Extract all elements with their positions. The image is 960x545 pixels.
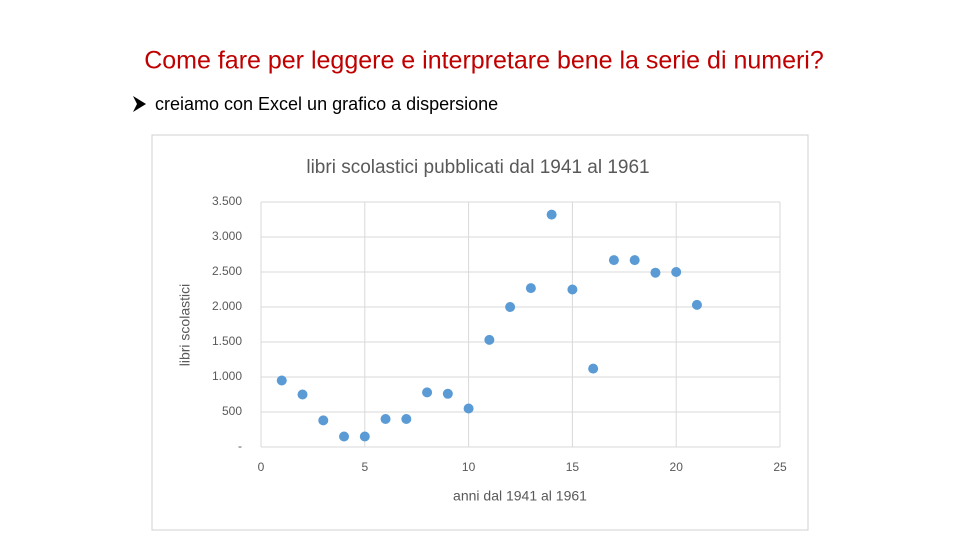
data-point bbox=[650, 267, 661, 278]
chart-frame bbox=[151, 134, 809, 531]
x-tick-label: 0 bbox=[258, 460, 265, 474]
y-tick-label: 1.500 bbox=[212, 334, 242, 348]
y-tick-label: 3.500 bbox=[212, 194, 242, 208]
data-point bbox=[588, 363, 599, 374]
y-axis-label: libri scolastici bbox=[177, 284, 193, 366]
x-tick-label: 5 bbox=[361, 460, 368, 474]
y-tick-label: - bbox=[238, 439, 242, 453]
data-point bbox=[567, 284, 578, 295]
data-point bbox=[691, 299, 702, 310]
data-point bbox=[422, 387, 433, 398]
x-axis-label: anni dal 1941 al 1961 bbox=[453, 488, 587, 504]
y-tick-label: 1.000 bbox=[212, 369, 242, 383]
data-point bbox=[608, 255, 619, 266]
chart-title: libri scolastici pubblicati dal 1941 al … bbox=[306, 157, 649, 178]
data-point bbox=[484, 334, 495, 345]
data-point bbox=[276, 375, 287, 386]
x-tick-label: 15 bbox=[566, 460, 580, 474]
y-tick-label: 2.000 bbox=[212, 299, 242, 313]
bullet-text: creiamo con Excel un grafico a dispersio… bbox=[155, 94, 498, 114]
x-tick-label: 20 bbox=[670, 460, 684, 474]
data-point bbox=[401, 414, 412, 424]
data-point bbox=[297, 389, 308, 400]
data-point bbox=[442, 388, 453, 399]
data-point bbox=[505, 302, 516, 312]
x-tick-label: 25 bbox=[773, 460, 787, 474]
data-point bbox=[380, 414, 391, 424]
y-tick-label: 2.500 bbox=[212, 264, 242, 278]
data-point bbox=[463, 403, 474, 414]
data-point bbox=[525, 283, 536, 294]
data-point bbox=[318, 415, 329, 426]
y-tick-label: 3.000 bbox=[212, 229, 242, 243]
slide-title: Come fare per leggere e interpretare ben… bbox=[144, 47, 824, 75]
data-point bbox=[339, 431, 350, 442]
data-point bbox=[546, 209, 557, 220]
data-point bbox=[629, 255, 640, 266]
data-point bbox=[359, 431, 370, 442]
bullet-arrow bbox=[133, 96, 146, 112]
data-point bbox=[671, 267, 682, 277]
x-tick-label: 10 bbox=[462, 460, 476, 474]
y-tick-label: 500 bbox=[222, 404, 242, 418]
